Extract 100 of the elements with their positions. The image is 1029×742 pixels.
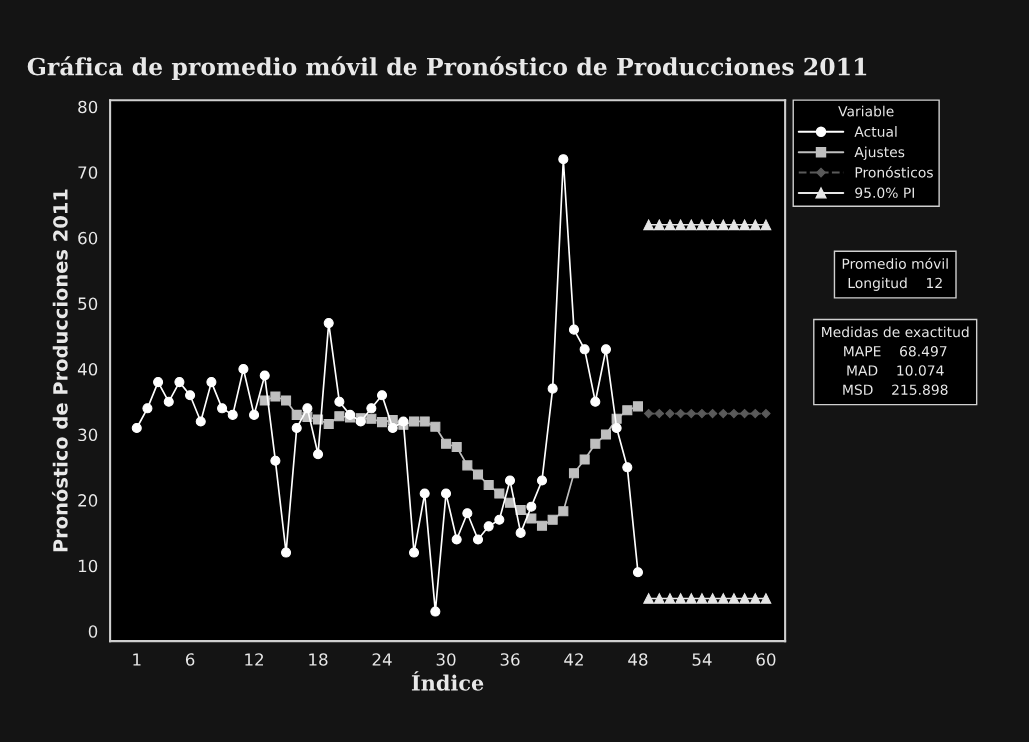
point (440, 488, 452, 499)
point (227, 409, 238, 420)
point (526, 501, 537, 512)
y-axis-title: Pronóstico de Producciones 2011 (51, 189, 68, 552)
point (547, 383, 558, 394)
point (622, 405, 633, 416)
point (366, 403, 377, 414)
point (494, 514, 505, 525)
point (440, 438, 452, 449)
point (387, 422, 398, 434)
point (697, 408, 707, 419)
point (685, 219, 697, 231)
x-tick-label: 12 (245, 653, 263, 666)
chart-title: Gráfica de promedio móvil de Pronóstico de Producciones 2011 (27, 56, 867, 81)
y-tick-label: 0 (88, 625, 98, 638)
point (729, 408, 739, 419)
point (323, 419, 334, 430)
point (707, 408, 718, 419)
point (259, 370, 270, 381)
point (131, 422, 142, 434)
point (451, 534, 462, 545)
point (749, 593, 761, 604)
point (664, 219, 676, 231)
point (217, 403, 228, 414)
y-tick-label: 30 (78, 428, 98, 442)
point (579, 454, 590, 465)
point (483, 480, 494, 491)
point (195, 416, 206, 427)
point (653, 219, 665, 231)
x-tick-label: 48 (628, 653, 648, 666)
legend-label: Pronósticos (855, 166, 933, 178)
point (760, 219, 772, 231)
x-tick-label: 24 (372, 653, 392, 666)
x-tick-label: 6 (185, 653, 195, 666)
point (366, 413, 377, 424)
point (685, 593, 697, 604)
point (728, 219, 740, 231)
point (185, 390, 196, 401)
point (547, 514, 558, 525)
point (163, 396, 174, 407)
point (558, 506, 569, 517)
point (622, 462, 633, 473)
point (419, 416, 430, 427)
point (590, 438, 601, 449)
point (653, 593, 665, 604)
point (504, 475, 516, 486)
y-tick-label: 20 (78, 494, 98, 507)
point (739, 219, 750, 231)
legend-title: Variable (838, 105, 894, 117)
point (611, 422, 622, 434)
point (717, 219, 729, 231)
point (696, 219, 708, 231)
point (515, 504, 526, 515)
point (643, 593, 655, 604)
point (568, 468, 580, 479)
point (291, 409, 302, 420)
point (536, 475, 548, 486)
point (739, 408, 750, 419)
x-tick-label: 54 (692, 653, 712, 666)
point (696, 593, 708, 604)
point (590, 396, 601, 407)
point (643, 219, 655, 231)
point (174, 377, 185, 388)
y-tick-label: 10 (78, 559, 98, 573)
point (494, 488, 505, 499)
point (675, 593, 686, 604)
point (302, 403, 313, 414)
x-tick-label: 1 (133, 653, 141, 666)
point (153, 377, 164, 388)
point (472, 469, 484, 480)
point (430, 421, 441, 432)
point (664, 593, 676, 604)
point (761, 408, 771, 419)
point (238, 363, 249, 375)
y-tick-label: 40 (77, 362, 98, 376)
point (600, 344, 612, 355)
point (483, 521, 494, 532)
point (515, 527, 526, 538)
point (654, 408, 664, 419)
point (430, 606, 441, 617)
point (451, 441, 462, 453)
point (749, 219, 761, 231)
point (526, 513, 537, 524)
legend-label: 95.0% PI (855, 187, 914, 199)
point (536, 520, 548, 531)
x-tick-label: 36 (500, 653, 520, 666)
point (686, 408, 696, 419)
point (707, 593, 718, 604)
point (291, 422, 302, 434)
legend-label: Ajustes (854, 146, 905, 160)
point (206, 377, 217, 388)
x-tick-label: 60 (756, 653, 776, 666)
point (472, 534, 484, 545)
point (377, 390, 388, 401)
y-tick-label: 50 (78, 297, 98, 310)
point (270, 455, 281, 466)
point (760, 593, 772, 604)
legend-label: Actual (854, 126, 897, 137)
point (313, 449, 324, 460)
point (281, 547, 292, 558)
